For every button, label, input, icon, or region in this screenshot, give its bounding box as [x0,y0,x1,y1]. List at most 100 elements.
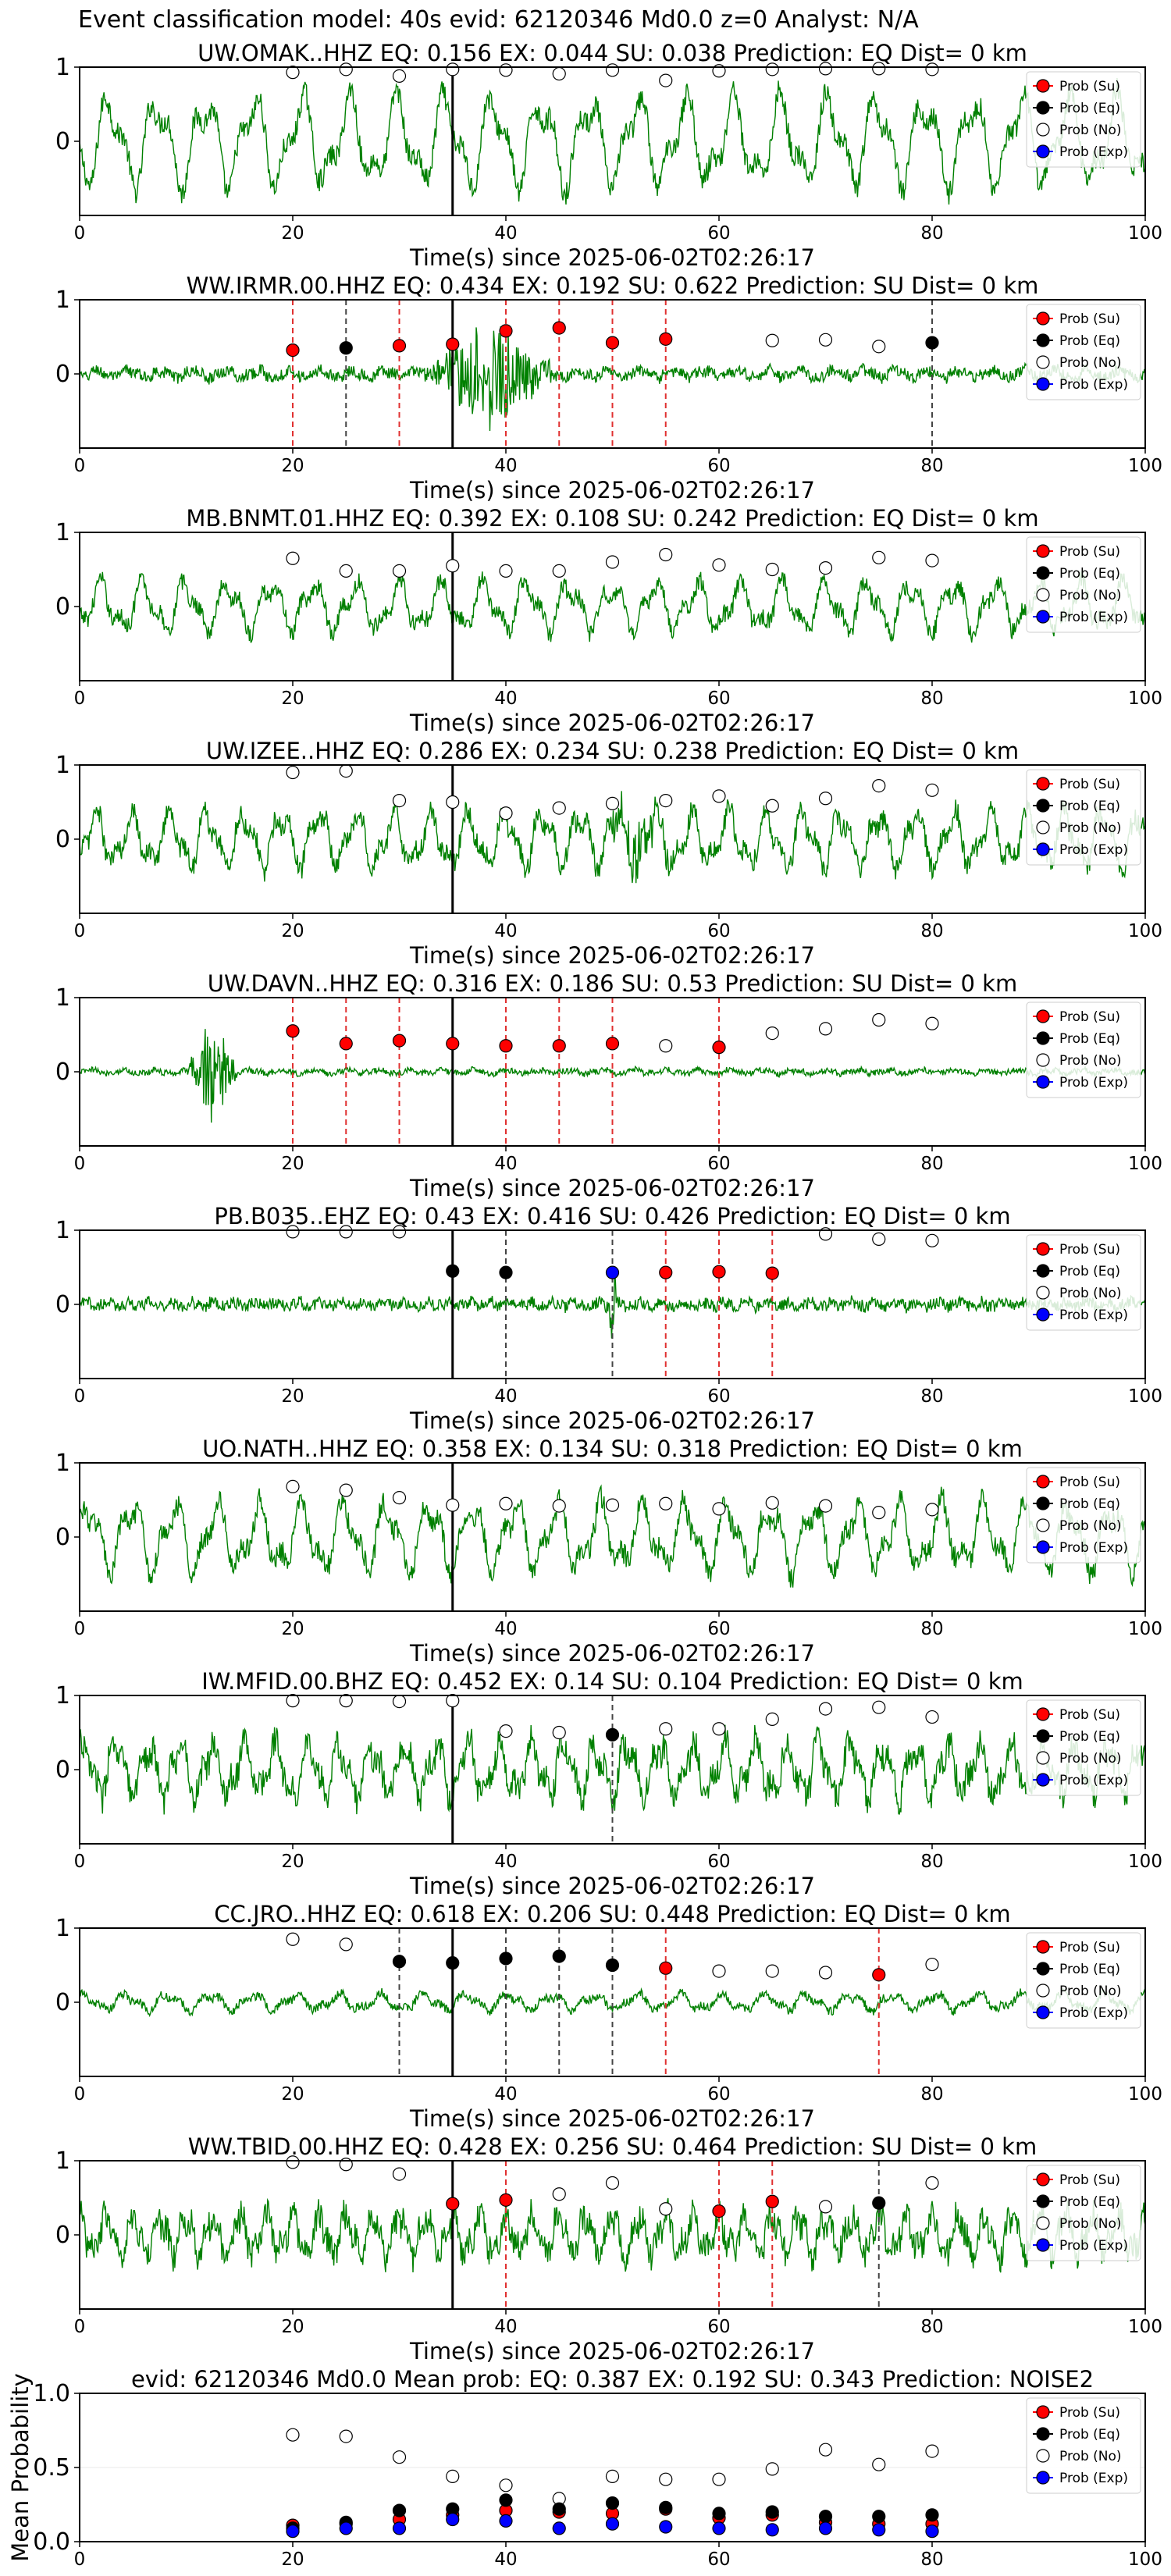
no-prob-point [712,1964,726,1978]
legend-marker [1036,1242,1050,1256]
legend-label: Prob (No) [1059,1053,1122,1069]
no-prob-point [765,1496,779,1510]
legend-marker [1036,1729,1050,1743]
legend-label: Prob (Su) [1059,1940,1120,1955]
legend-label: Prob (Eq) [1059,1496,1120,1512]
x-tick-label: 60 [707,1154,730,1174]
eq-prob-point [818,2510,833,2524]
subplot-title: MB.BNMT.01.HHZ EQ: 0.392 EX: 0.108 SU: 0… [186,505,1038,532]
legend-label: Prob (Eq) [1059,333,1120,349]
legend-label: Prob (No) [1059,1751,1122,1767]
no-prob-point [659,1496,673,1510]
subplot-pb-b035--ehz: PB.B035..EHZ EQ: 0.43 EX: 0.416 SU: 0.42… [55,1203,1162,1434]
subplot-uw-izee--hhz: UW.IZEE..HHZ EQ: 0.286 EX: 0.234 SU: 0.2… [55,738,1162,969]
legend-marker [1036,1286,1050,1300]
legend-box [1026,769,1141,866]
x-tick-label: 0 [74,921,86,941]
y-tick-label: 0.5 [33,2454,70,2482]
legend-label: Prob (Su) [1059,2405,1120,2421]
subplot-cc-jro--hhz: CC.JRO..HHZ EQ: 0.618 EX: 0.206 SU: 0.44… [55,1901,1162,2132]
x-tick-label: 0 [74,1386,86,1407]
x-tick-label: 100 [1128,456,1162,476]
no-prob-point [925,2444,939,2458]
su-prob-point [392,339,407,353]
exp-prob-point [605,2517,620,2531]
no-prob-point [818,1022,833,1036]
legend: Prob (Su) Prob (Eq) Prob (No) Prob (Exp) [1026,2397,1141,2494]
x-tick-label: 40 [494,688,517,709]
x-tick-label: 60 [707,1386,730,1407]
subplot-ww-irmr-00-hhz: WW.IRMR.00.HHZ EQ: 0.434 EX: 0.192 SU: 0… [55,272,1162,503]
legend-label: Prob (Exp) [1059,1773,1128,1788]
eq-prob-point [392,2503,407,2517]
x-tick-label: 20 [281,2317,304,2337]
no-prob-point [925,1016,939,1030]
legend: Prob (Su) Prob (Eq) Prob (No) Prob (Exp) [1026,2165,1141,2261]
no-prob-point [818,792,833,806]
su-prob-point [499,324,513,338]
y-tick-label: 1 [55,984,70,1012]
legend-label: Prob (No) [1059,588,1122,603]
no-prob-point [765,562,779,577]
x-tick-label: 80 [920,223,943,244]
legend: Prob (Su) Prob (Eq) Prob (No) Prob (Exp) [1026,1699,1141,1796]
legend-marker [1036,2216,1050,2230]
waveform-trace [80,1029,1145,1123]
x-axis-label: Time(s) since 2025-06-02T02:26:17 [409,1640,815,1667]
waveform-trace [80,2197,1145,2273]
y-tick-label: 1.0 [33,2380,70,2407]
legend-label: Prob (Exp) [1059,144,1128,160]
eq-prob-point [605,1727,620,1742]
subplot-ww-tbid-00-hhz: WW.TBID.00.HHZ EQ: 0.428 EX: 0.256 SU: 0… [55,2133,1162,2364]
x-tick-label: 0 [74,2084,86,2105]
legend-marker [1036,588,1050,602]
legend-marker [1036,544,1050,558]
legend-label: Prob (No) [1059,820,1122,836]
x-tick-label: 0 [74,1852,86,1872]
no-prob-point [605,2176,620,2190]
y-tick-label: 0 [55,1291,70,1318]
legend-marker [1036,777,1050,791]
no-prob-point [392,793,407,808]
legend-label: Prob (Su) [1059,777,1120,792]
x-tick-label: 80 [920,2549,943,2570]
no-prob-point [659,73,673,87]
no-prob-point [286,66,300,80]
legend-label: Prob (Eq) [1059,1962,1120,1977]
legend-marker [1036,610,1050,624]
legend-label: Prob (Eq) [1059,2194,1120,2210]
no-prob-point [286,1932,300,1946]
no-prob-point [339,1694,353,1708]
no-prob-point [552,564,566,578]
no-prob-point [712,1502,726,1516]
no-prob-point [392,1491,407,1505]
no-prob-point [446,62,460,76]
waveform-trace [80,791,1145,884]
legend-marker [1036,1962,1050,1976]
legend-label: Prob (Exp) [1059,2005,1128,2021]
no-prob-point [499,1724,513,1738]
legend-marker [1036,355,1050,369]
no-prob-point [765,62,779,76]
legend-marker [1036,1009,1050,1023]
y-axis-label: Mean Probability [7,2373,34,2562]
legend-label: Prob (Exp) [1059,1075,1128,1091]
legend-label: Prob (Su) [1059,2172,1120,2188]
legend: Prob (Su) Prob (Eq) Prob (No) Prob (Exp) [1026,1932,1141,2029]
x-tick-label: 100 [1128,223,1162,244]
x-tick-label: 0 [74,1619,86,1639]
no-prob-point [446,559,460,573]
su-prob-point [659,332,673,346]
eq-prob-point [446,1956,460,1970]
y-tick-label: 0 [55,361,70,388]
su-prob-point [765,2194,779,2208]
legend-marker [1036,377,1050,391]
x-tick-label: 80 [920,1154,943,1174]
x-tick-label: 100 [1128,2549,1162,2570]
no-prob-point [872,1012,886,1027]
su-prob-point [286,1024,300,1038]
y-tick-label: 0 [55,593,70,621]
x-axis-label: Time(s) since 2025-06-02T02:26:17 [409,2338,815,2364]
x-tick-label: 100 [1128,1852,1162,1872]
